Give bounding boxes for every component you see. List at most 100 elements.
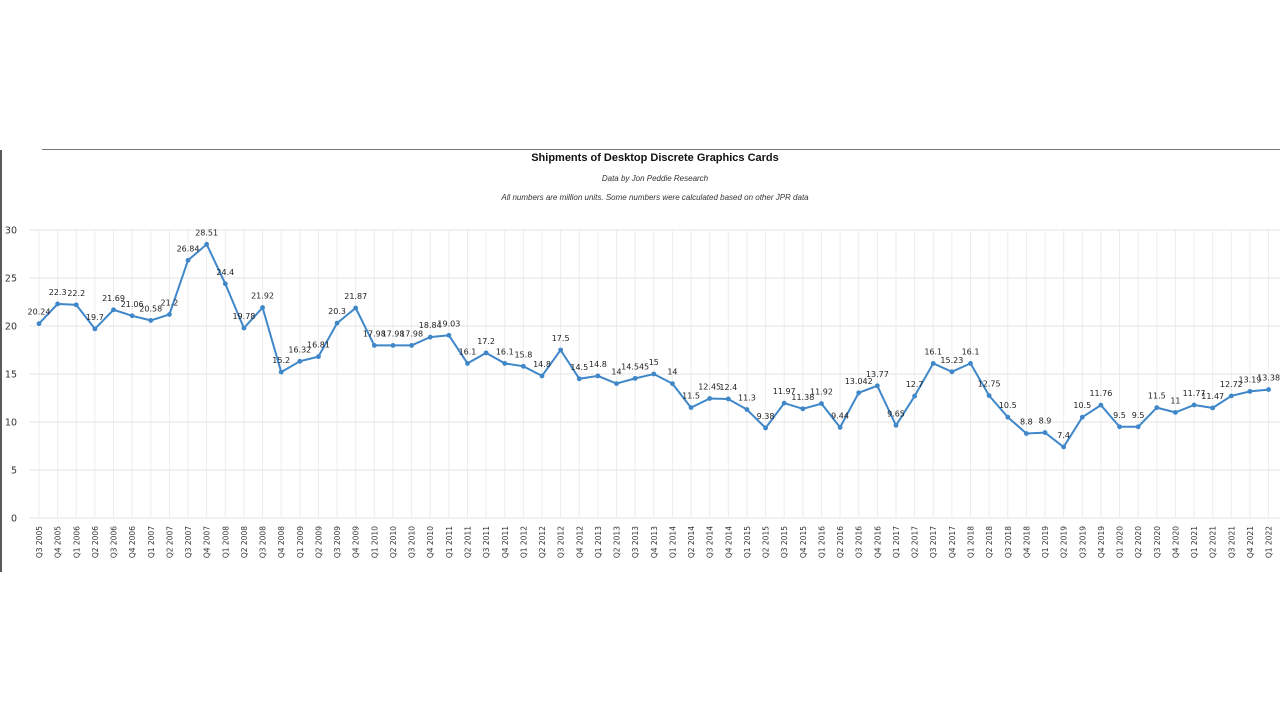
x-tick-label: Q1 2022 [1265, 526, 1274, 558]
data-label: 15.2 [272, 356, 290, 365]
data-label: 11.5 [682, 392, 700, 401]
data-point [614, 381, 619, 386]
data-label: 17.5 [552, 334, 570, 343]
data-label: 16.1 [962, 347, 980, 356]
data-label: 9.5 [1113, 411, 1126, 420]
data-point [1079, 414, 1085, 420]
data-point [185, 257, 191, 263]
data-point [800, 406, 806, 412]
data-point [763, 425, 768, 431]
data-point [912, 393, 918, 399]
x-tick-label: Q1 2016 [817, 526, 826, 558]
data-point [576, 376, 582, 382]
data-label: 22.2 [67, 289, 85, 298]
x-tick-label: Q4 2018 [1022, 526, 1031, 558]
data-point [558, 347, 564, 353]
data-label: 19.78 [232, 312, 255, 321]
x-tick-label: Q2 2007 [165, 526, 174, 558]
data-point [1117, 424, 1122, 430]
data-label: 8.9 [1039, 417, 1052, 426]
x-tick-label: Q3 2021 [1227, 526, 1236, 558]
data-point [874, 383, 880, 389]
data-label: 21.69 [102, 294, 125, 303]
data-point [670, 381, 675, 386]
x-tick-label: Q3 2015 [780, 526, 789, 558]
x-tick-label: Q4 2011 [501, 526, 510, 558]
data-label: 16.1 [496, 347, 514, 356]
x-tick-label: Q4 2021 [1246, 526, 1255, 558]
x-tick-label: Q3 2013 [631, 526, 640, 558]
data-point [483, 350, 489, 356]
x-tick-label: Q1 2013 [594, 526, 603, 558]
x-tick-label: Q1 2018 [967, 526, 976, 558]
data-points [36, 241, 1271, 450]
data-label: 13.042 [845, 377, 873, 386]
x-tick-label: Q4 2020 [1171, 526, 1180, 558]
x-tick-label: Q1 2021 [1190, 526, 1199, 558]
data-label: 19.7 [86, 313, 104, 322]
data-point [502, 361, 508, 366]
data-label: 14.5 [570, 363, 588, 372]
x-tick-label: Q3 2008 [259, 526, 268, 558]
x-tick-label: Q1 2019 [1041, 526, 1050, 558]
data-point [1135, 424, 1141, 430]
data-label: 13.77 [866, 370, 889, 379]
data-label: 26.84 [177, 244, 200, 253]
data-label: 16.1 [924, 347, 942, 356]
x-tick-label: Q1 2007 [147, 526, 156, 558]
data-label: 12.75 [978, 380, 1001, 389]
data-label: 21.06 [121, 300, 144, 309]
data-label: 15 [649, 358, 659, 367]
data-label: 9.38 [757, 412, 775, 421]
data-label: 20.24 [28, 308, 51, 317]
y-tick-label: 20 [5, 322, 17, 333]
data-label: 12.72 [1220, 380, 1243, 389]
data-point [819, 401, 824, 406]
data-label: 24.4 [216, 268, 234, 277]
y-tick-label: 25 [5, 274, 17, 285]
data-label: 17.2 [477, 337, 495, 346]
x-tick-label: Q3 2011 [482, 526, 491, 558]
x-tick-label: Q3 2018 [1004, 526, 1013, 558]
data-label: 16.1 [459, 347, 477, 356]
data-label: 15.8 [514, 350, 532, 359]
x-tick-label: Q3 2020 [1153, 526, 1162, 558]
x-tick-label: Q4 2017 [948, 526, 957, 558]
x-tick-label: Q4 2009 [352, 526, 361, 558]
data-label: 11.38 [791, 393, 814, 402]
data-point [111, 307, 116, 313]
y-axis-ticks: 0 5 10 15 20 25 30 [5, 226, 17, 525]
data-label: 11.3 [738, 394, 756, 403]
x-tick-label: Q2 2015 [762, 526, 771, 558]
data-label: 28.51 [195, 228, 218, 237]
data-point [930, 361, 936, 366]
data-point [1266, 387, 1271, 392]
data-point [73, 302, 79, 308]
data-point [856, 390, 862, 396]
data-point [353, 305, 359, 311]
x-tick-label: Q4 2008 [277, 526, 286, 558]
x-tick-label: Q2 2012 [538, 526, 547, 558]
x-tick-label: Q3 2016 [855, 526, 864, 558]
data-point [1191, 402, 1197, 408]
data-point [725, 396, 731, 402]
x-tick-label: Q3 2007 [184, 526, 193, 558]
data-label: 17.98 [382, 329, 405, 338]
data-point [949, 369, 955, 375]
y-tick-label: 15 [5, 370, 17, 381]
x-tick-label: Q2 2018 [985, 526, 994, 558]
data-label: 21.2 [161, 298, 179, 307]
data-label: 11 [1170, 396, 1180, 405]
x-tick-label: Q4 2005 [54, 526, 63, 558]
data-point [539, 373, 545, 379]
data-point [316, 354, 321, 360]
x-tick-label: Q1 2009 [296, 526, 305, 558]
data-label: 15.23 [940, 356, 963, 365]
data-label: 14.8 [533, 360, 551, 369]
data-point [1023, 431, 1029, 436]
data-point [1098, 402, 1104, 408]
x-tick-label: Q2 2014 [687, 526, 696, 558]
x-tick-label: Q4 2010 [426, 526, 435, 558]
